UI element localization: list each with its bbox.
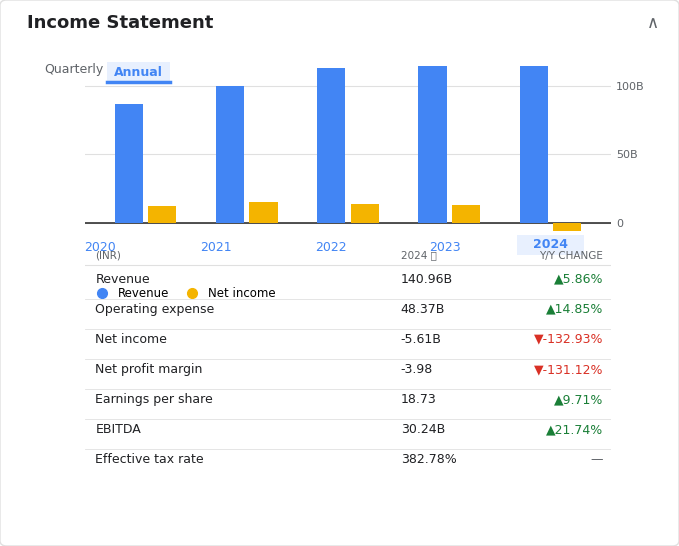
Text: 2023: 2023	[430, 241, 461, 254]
Text: 30.24B: 30.24B	[401, 423, 445, 436]
Text: Earnings per share: Earnings per share	[95, 393, 213, 406]
Text: 2022: 2022	[316, 241, 347, 254]
Text: ▲14.85%: ▲14.85%	[546, 303, 603, 316]
Text: EBITDA: EBITDA	[95, 423, 141, 436]
Text: Net income: Net income	[95, 333, 167, 346]
Text: Quarterly: Quarterly	[44, 63, 103, 76]
Text: -5.61B: -5.61B	[401, 333, 441, 346]
Bar	[148, 206, 177, 223]
Bar	[249, 203, 278, 223]
Text: 140.96B: 140.96B	[401, 272, 453, 286]
Text: 18.73: 18.73	[401, 393, 437, 406]
Text: 48.37B: 48.37B	[401, 303, 445, 316]
Text: Income Statement: Income Statement	[27, 14, 213, 32]
Text: Effective tax rate: Effective tax rate	[95, 454, 204, 466]
Bar	[350, 204, 379, 223]
Text: (INR): (INR)	[95, 251, 122, 260]
Bar	[418, 41, 447, 223]
Text: 382.78%: 382.78%	[401, 454, 456, 466]
Text: -3.98: -3.98	[401, 363, 433, 376]
Text: 2020: 2020	[85, 241, 116, 254]
Text: 2024 ⓘ: 2024 ⓘ	[401, 251, 437, 260]
Text: 2021: 2021	[200, 241, 232, 254]
Text: ▲9.71%: ▲9.71%	[554, 393, 603, 406]
Bar	[317, 68, 346, 223]
Text: ▲5.86%: ▲5.86%	[553, 272, 603, 286]
Text: ▼-132.93%: ▼-132.93%	[534, 333, 603, 346]
Text: ▼-131.12%: ▼-131.12%	[534, 363, 603, 376]
Bar	[452, 205, 480, 223]
Text: ∧: ∧	[646, 14, 659, 32]
Text: Y/Y CHANGE: Y/Y CHANGE	[539, 251, 603, 260]
Text: —: —	[591, 454, 603, 466]
Text: ▲21.74%: ▲21.74%	[546, 423, 603, 436]
Text: Annual: Annual	[114, 66, 163, 79]
Text: 2024: 2024	[533, 239, 568, 251]
Bar	[519, 30, 548, 223]
Text: Operating expense: Operating expense	[95, 303, 215, 316]
Bar	[553, 223, 581, 231]
Bar	[115, 104, 143, 223]
Bar	[216, 86, 244, 223]
Legend: Revenue, Net income: Revenue, Net income	[86, 283, 280, 305]
Text: Net profit margin: Net profit margin	[95, 363, 203, 376]
Text: Revenue: Revenue	[95, 272, 150, 286]
